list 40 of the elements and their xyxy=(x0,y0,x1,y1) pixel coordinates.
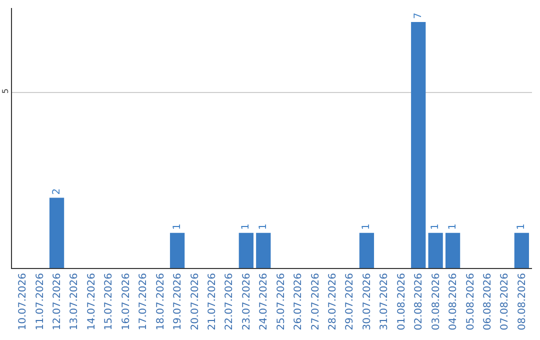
data-label: 1 xyxy=(361,223,372,230)
x-tick-label: 23.07.2026 xyxy=(241,273,252,330)
data-label: 1 xyxy=(258,223,269,230)
x-tick-label: 15.07.2026 xyxy=(104,273,115,330)
data-label: 1 xyxy=(430,223,442,230)
x-tick-label: 05.08.2026 xyxy=(465,273,476,330)
x-tick-label: 19.07.2026 xyxy=(172,273,184,330)
x-tick-label: 07.08.2026 xyxy=(500,273,511,330)
x-tick-label: 29.07.2026 xyxy=(344,273,356,330)
x-tick-label: 20.07.2026 xyxy=(190,273,201,330)
x-tick-label: 30.07.2026 xyxy=(362,273,373,330)
x-tick-label: 10.07.2026 xyxy=(18,273,29,330)
data-label: 1 xyxy=(240,223,252,230)
x-tick-label: 28.07.2026 xyxy=(328,273,339,330)
x-tick-label: 02.08.2026 xyxy=(414,273,425,330)
x-tick-label: 18.07.2026 xyxy=(155,273,166,330)
x-tick-label: 01.08.2026 xyxy=(396,273,408,330)
x-tick-label: 08.08.2026 xyxy=(516,273,528,330)
x-tick-label: 11.07.2026 xyxy=(34,273,46,330)
x-tick-label: 17.07.2026 xyxy=(138,273,150,330)
data-label: 7 xyxy=(412,12,424,20)
x-tick-label: 14.07.2026 xyxy=(86,273,98,330)
x-tick-label: 31.07.2026 xyxy=(379,273,390,330)
x-tick-label: 16.07.2026 xyxy=(120,273,132,330)
x-tick-label: 12.07.2026 xyxy=(52,273,64,330)
x-tick-label: 22.07.2026 xyxy=(224,273,236,330)
x-tick-label: 04.08.2026 xyxy=(448,273,460,330)
x-tick-label: 24.07.2026 xyxy=(258,273,270,330)
data-label: 1 xyxy=(447,223,458,230)
x-tick-label: 25.07.2026 xyxy=(276,273,287,330)
x-tick-label: 13.07.2026 xyxy=(69,273,80,330)
data-label: 2 xyxy=(51,188,62,195)
x-tick-label: 27.07.2026 xyxy=(310,273,322,330)
data-label: 1 xyxy=(516,223,528,230)
x-tick-label: 03.08.2026 xyxy=(430,273,442,330)
x-tick-label: 26.07.2026 xyxy=(293,273,304,330)
x-tick-label: 06.08.2026 xyxy=(482,273,494,330)
y-tick-label: 5 xyxy=(0,88,10,94)
data-label: 1 xyxy=(172,223,183,230)
x-tick-label: 21.07.2026 xyxy=(206,273,218,330)
